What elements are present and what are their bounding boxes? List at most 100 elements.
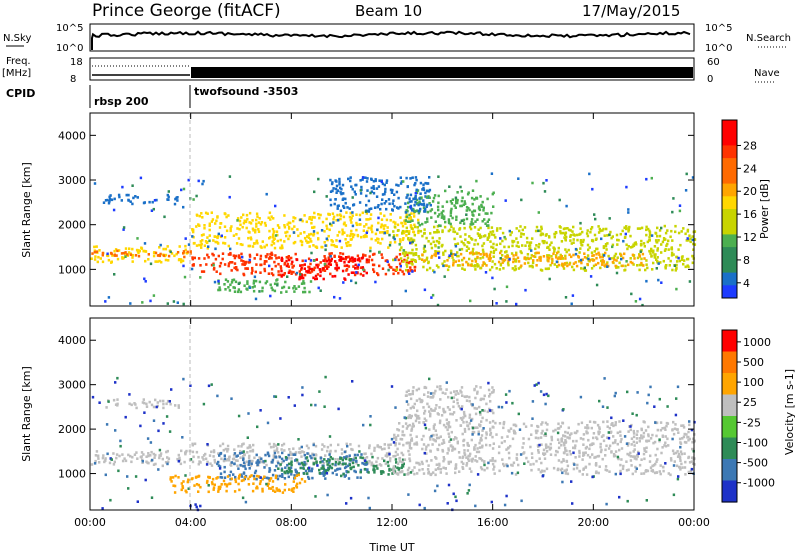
velocity-cell — [340, 462, 343, 466]
power-cell — [212, 268, 216, 271]
velocity-cell — [645, 446, 648, 450]
power-cell — [460, 219, 463, 222]
power-cell — [276, 224, 280, 227]
power-cell — [255, 253, 259, 256]
power-cell — [685, 172, 688, 176]
power-cell — [664, 231, 668, 235]
power-cell — [425, 256, 429, 260]
velocity-cell — [413, 402, 416, 406]
colorbar-bin — [722, 437, 737, 449]
power-cell — [572, 225, 575, 229]
power-cell — [141, 301, 144, 304]
power-cell — [131, 254, 135, 257]
velocity-cell — [369, 423, 372, 427]
velocity-cell — [658, 439, 661, 443]
velocity-cell — [456, 441, 459, 445]
power-cell — [277, 270, 280, 273]
velocity-cell — [318, 471, 321, 475]
power-cell — [486, 238, 489, 241]
power-cell — [508, 258, 511, 261]
velocity-cell — [687, 430, 690, 434]
power-cell — [256, 241, 259, 245]
power-cell — [484, 222, 487, 225]
power-cell — [407, 237, 410, 241]
velocity-cell — [578, 469, 581, 473]
velocity-cell — [328, 453, 331, 456]
power-cell — [405, 261, 408, 264]
power-cell — [399, 176, 402, 179]
velocity-cell — [226, 458, 229, 461]
power-cell — [419, 192, 422, 195]
power-cell — [471, 259, 474, 263]
velocity-cell — [213, 458, 216, 462]
power-cell — [678, 204, 682, 207]
velocity-cell — [280, 469, 284, 472]
velocity-cell — [116, 402, 119, 406]
velocity-cell — [679, 459, 682, 462]
velocity-cell — [642, 431, 646, 435]
power-cell — [520, 198, 523, 202]
velocity-cell — [242, 471, 246, 474]
velocity-cell — [637, 452, 640, 455]
power-cell — [307, 240, 310, 244]
velocity-cell — [410, 427, 414, 431]
velocity-cell — [669, 457, 673, 460]
power-cell — [338, 177, 341, 181]
velocity-cell — [631, 472, 634, 476]
power-cell — [377, 204, 380, 207]
velocity-cell — [300, 461, 304, 465]
colorbar-tick-label: -1000 — [743, 477, 775, 490]
velocity-cell — [312, 443, 315, 447]
velocity-cell — [284, 456, 288, 459]
velocity-cell — [357, 464, 360, 467]
power-cell — [345, 244, 349, 248]
power-cell — [546, 267, 549, 271]
power-cell — [113, 273, 116, 276]
power-cell — [645, 259, 648, 262]
power-cell — [655, 267, 658, 270]
power-cell — [619, 232, 622, 236]
power-cell — [410, 225, 413, 228]
power-cell — [135, 248, 139, 252]
power-cell — [268, 211, 272, 215]
velocity-cell — [174, 474, 177, 478]
power-cell — [423, 288, 427, 292]
power-cell — [373, 206, 377, 209]
velocity-cell — [692, 437, 695, 441]
velocity-cell — [439, 435, 442, 438]
velocity-cell — [573, 446, 577, 450]
power-cell — [237, 254, 241, 257]
velocity-cell — [415, 435, 418, 438]
velocity-cell — [234, 475, 237, 479]
velocity-cell — [565, 449, 568, 453]
power-cell — [424, 191, 427, 195]
power-cell — [254, 279, 258, 283]
power-cell — [455, 254, 459, 258]
power-cell — [131, 202, 134, 206]
power-cell — [265, 280, 269, 283]
power-cell — [499, 237, 502, 240]
velocity-cell — [273, 490, 277, 493]
power-cell — [351, 235, 355, 239]
velocity-cell — [265, 463, 268, 467]
velocity-cell — [478, 410, 482, 414]
velocity-cell — [396, 447, 399, 451]
power-cell — [208, 228, 211, 232]
power-cell — [343, 257, 346, 261]
power-cell — [293, 225, 296, 228]
power-cell — [465, 209, 468, 212]
power-cell — [542, 241, 545, 245]
power-cell — [653, 253, 656, 257]
power-cell — [430, 208, 434, 211]
power-cell — [409, 216, 413, 219]
velocity-cell — [184, 474, 187, 477]
power-cell — [442, 253, 445, 256]
power-cell — [562, 264, 565, 268]
velocity-cell — [173, 484, 177, 488]
velocity-cell — [301, 393, 304, 397]
power-cell — [491, 260, 494, 263]
colorbar-bin — [722, 340, 737, 353]
power-cell — [257, 228, 260, 231]
power-cell — [693, 230, 697, 233]
power-cell — [529, 247, 532, 250]
